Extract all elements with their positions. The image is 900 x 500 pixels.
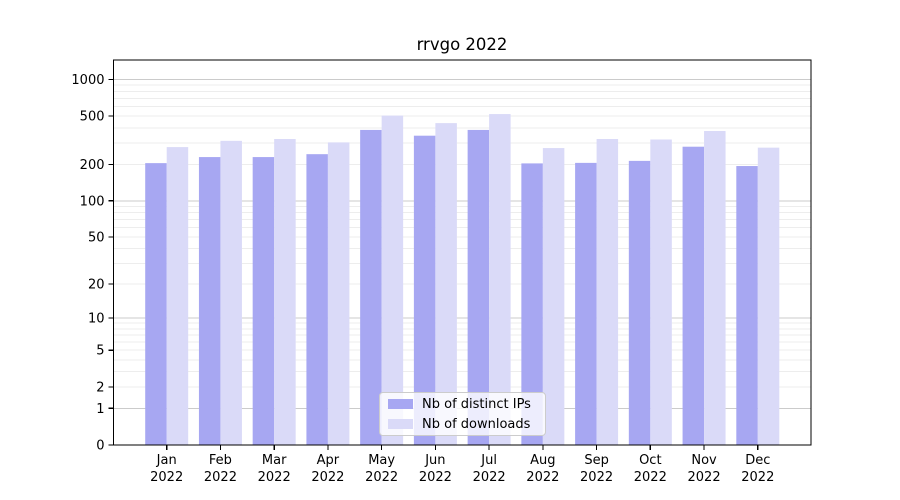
x-tick-label-month: Aug — [530, 453, 555, 468]
bar-downloads-jun — [435, 123, 457, 445]
bar-distinct-ips-jun — [413, 135, 436, 445]
y-tick-label: 200 — [80, 158, 105, 173]
x-tick-label-year: 2022 — [311, 470, 344, 485]
x-tick-label-year: 2022 — [258, 470, 291, 485]
axes-layer: 0 1 2 5 10 20 50 100 200 500 1000 Jan 2022 Feb 2022 Mar… — [71, 59, 812, 485]
x-tick-label-month: Apr — [317, 453, 340, 468]
x-tick-label-year: 2022 — [526, 470, 559, 485]
bar-downloads-nov — [704, 131, 726, 446]
y-tick-label: 100 — [80, 194, 105, 209]
y-tick-label: 50 — [88, 230, 105, 245]
bar-distinct-ips-apr — [306, 154, 328, 446]
bars-layer — [145, 114, 780, 446]
bar-distinct-ips-may — [360, 129, 382, 446]
x-tick-label-month: Nov — [691, 453, 717, 468]
y-tick-label: 0 — [96, 439, 104, 454]
bar-distinct-ips-mar — [252, 157, 275, 445]
x-tick-label-month: May — [368, 453, 395, 468]
x-tick-label-year: 2022 — [419, 470, 452, 485]
bar-downloads-sep — [596, 139, 619, 445]
x-tick-label-year: 2022 — [365, 470, 398, 485]
x-tick-label-month: Jun — [424, 453, 445, 468]
x-tick-label-month: Sep — [584, 453, 609, 468]
bar-downloads-jan — [166, 147, 189, 446]
legend-swatch-downloads — [388, 419, 413, 429]
legend-item-downloads: Nb of downloads — [388, 416, 537, 433]
x-tick-label-year: 2022 — [688, 470, 721, 485]
x-tick-label-month: Mar — [262, 453, 287, 468]
plot-border — [112, 59, 812, 446]
chart-title: rrvgo 2022 — [417, 35, 508, 54]
bar-distinct-ips-sep — [575, 162, 597, 446]
bar-downloads-apr — [327, 142, 350, 445]
bar-distinct-ips-aug — [521, 163, 543, 445]
bar-distinct-ips-jul — [467, 129, 490, 446]
y-tick-label: 10 — [88, 312, 105, 327]
legend-label-downloads: Nb of downloads — [422, 416, 531, 432]
x-tick-label-year: 2022 — [580, 470, 613, 485]
bar-downloads-dec — [757, 147, 780, 445]
bar-distinct-ips-jan — [145, 163, 167, 445]
x-tick-label-month: Jan — [156, 453, 177, 468]
bar-distinct-ips-oct — [628, 160, 651, 445]
x-tick-label-year: 2022 — [204, 470, 237, 485]
x-tick-label-year: 2022 — [473, 470, 506, 485]
legend: Nb of distinct IPs Nb of downloads — [379, 392, 546, 436]
bar-distinct-ips-nov — [682, 146, 705, 445]
y-tick-label: 1000 — [71, 73, 104, 88]
bar-downloads-aug — [542, 148, 565, 445]
bar-distinct-ips-dec — [736, 166, 758, 445]
x-tick-label-year: 2022 — [150, 470, 183, 485]
x-tick-label-month: Feb — [209, 453, 232, 468]
bar-downloads-may — [381, 115, 404, 446]
legend-item-distinct-ips: Nb of distinct IPs — [388, 396, 537, 413]
bar-downloads-oct — [650, 139, 672, 445]
y-tick-label: 2 — [96, 380, 104, 395]
x-tick-label-month: Oct — [639, 453, 661, 468]
y-tick-label: 1 — [96, 402, 104, 417]
bar-downloads-feb — [220, 140, 242, 445]
x-tick-label-year: 2022 — [741, 470, 774, 485]
legend-swatch-distinct-ips — [388, 399, 413, 409]
bar-downloads-jul — [489, 114, 511, 445]
y-tick-label: 5 — [96, 344, 104, 359]
legend-label-distinct-ips: Nb of distinct IPs — [422, 396, 531, 412]
y-tick-label: 20 — [88, 277, 105, 292]
x-tick-label-month: Dec — [745, 453, 770, 468]
x-tick-label-month: Jul — [480, 453, 497, 468]
bar-downloads-mar — [274, 139, 296, 445]
bar-distinct-ips-feb — [198, 157, 221, 445]
x-tick-label-year: 2022 — [634, 470, 667, 485]
y-tick-label: 500 — [80, 110, 105, 125]
